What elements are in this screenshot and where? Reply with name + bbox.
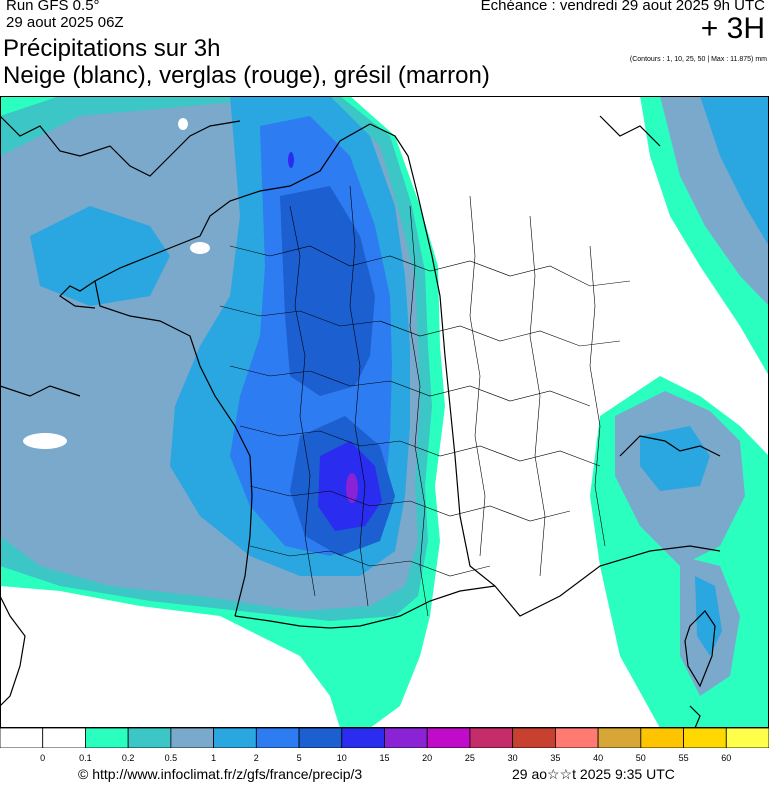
precipitation-map (0, 96, 769, 728)
map-subtitle: Neige (blanc), verglas (rouge), grésil (… (3, 62, 490, 89)
legend-tick-label: 30 (507, 753, 518, 763)
legend-swatch (213, 728, 257, 748)
department-borders (219, 185, 631, 617)
legend-swatch (512, 728, 556, 748)
legend-swatch (85, 728, 129, 748)
legend-tick-label: 55 (678, 753, 689, 763)
legend-tick-label: 50 (635, 753, 646, 763)
legend-swatch (384, 728, 428, 748)
legend-tick-label: 0.5 (164, 753, 178, 763)
model-run-label: Run GFS 0.5° (6, 0, 100, 14)
run-date: 29 aout 2025 06Z (6, 14, 124, 31)
legend-tick-label: 0.2 (121, 753, 135, 763)
legend-swatch (554, 728, 599, 748)
map-title: Précipitations sur 3h (3, 35, 221, 62)
render-timestamp: 29 ao☆☆t 2025 9:35 UTC (512, 766, 675, 782)
color-scale-legend (0, 728, 769, 748)
legend-swatch (426, 728, 471, 748)
legend-swatch (683, 728, 727, 748)
contours-note: (Contours : 1, 10, 25, 50 | Max : 11.875… (629, 56, 767, 63)
legend-tick-label: 35 (550, 753, 561, 763)
legend-tick-label: 15 (379, 753, 390, 763)
legend-swatch (127, 728, 172, 748)
legend-tick-label: 1 (211, 753, 217, 763)
legend-swatch (725, 728, 769, 748)
legend-tick-label: 25 (464, 753, 475, 763)
legend-swatch (597, 728, 642, 748)
legend-swatch (42, 728, 86, 748)
legend-tick-label: 0.1 (79, 753, 92, 763)
forecast-valid-time: Echéance : vendredi 29 aout 2025 9h UTC (480, 0, 765, 14)
legend-swatch (640, 728, 684, 748)
legend-swatch (255, 728, 300, 748)
precip-cell-southeast (590, 376, 769, 728)
legend-tick-label: 40 (593, 753, 604, 763)
legend-swatch (341, 728, 385, 748)
forecast-hour: + 3H (700, 12, 765, 45)
legend-tick-label: 2 (253, 753, 259, 763)
legend-swatch (469, 728, 514, 748)
precip-band-northeast (640, 96, 769, 376)
legend-swatch (170, 728, 215, 748)
legend-tick-label: 5 (296, 753, 302, 763)
source-url[interactable]: © http://www.infoclimat.fr/z/gfs/france/… (78, 766, 363, 782)
legend-swatch (0, 728, 44, 748)
legend-tick-label: 10 (336, 753, 347, 763)
precip-band-west (0, 96, 445, 728)
no-precip-areas (0, 118, 340, 728)
coastlines (0, 115, 721, 728)
legend-tick-label: 60 (721, 753, 732, 763)
legend-tick-label: 20 (422, 753, 433, 763)
legend-swatch (298, 728, 343, 748)
legend-tick-label: 0 (40, 753, 46, 763)
